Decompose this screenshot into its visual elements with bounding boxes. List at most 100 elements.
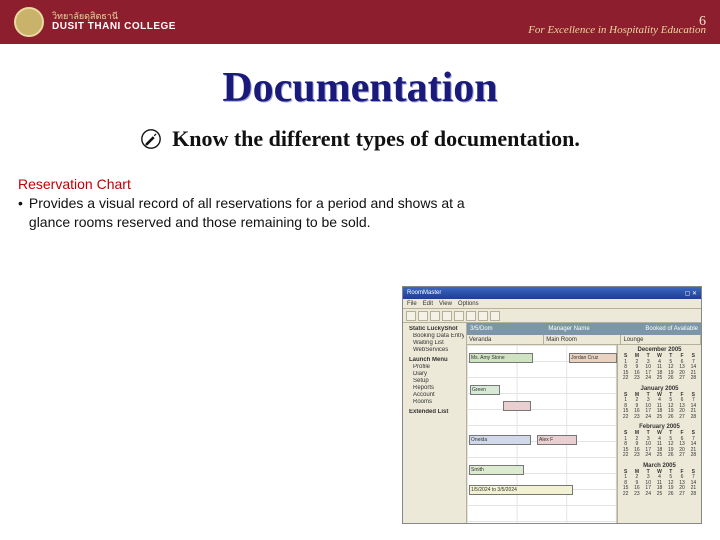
toolbar-button-icon (418, 311, 428, 321)
sidebar-tree-header: Launch Menu (409, 357, 464, 363)
reservation-bar: Alex F (537, 435, 577, 445)
tree-item: Diary (413, 371, 464, 377)
sidebar-item: Waiting List (413, 340, 464, 346)
calendar-day: 27 (676, 415, 687, 421)
section-heading: Reservation Chart (18, 176, 698, 192)
calendar-day: 22 (620, 415, 631, 421)
window-main: 3/5/Dom Manager Name Booked of Available… (467, 323, 701, 523)
slide: วิทยาลัยดุสิตธานี DUSIT THANI COLLEGE 6 … (0, 0, 720, 540)
calendar-day: 23 (631, 453, 642, 459)
calendar-day: 25 (654, 415, 665, 421)
main-header-mid: Manager Name (548, 326, 589, 332)
toolbar-button-icon (442, 311, 452, 321)
reservation-bar: Ms. Amy Stone (469, 353, 533, 363)
calendar-title: March 2005 (620, 463, 699, 469)
page-title: Documentation (0, 64, 720, 112)
sidebar-root: Static LuckyShot (409, 326, 464, 332)
toolbar-button-icon (466, 311, 476, 321)
calendar-day: 23 (631, 415, 642, 421)
reservation-bar: Oneida (469, 435, 531, 445)
calendar-day: 25 (654, 453, 665, 459)
window-menu: File Edit View Options (403, 299, 701, 309)
main-header: 3/5/Dom Manager Name Booked of Available (467, 323, 701, 335)
reservation-bar: Jordan Cruz (569, 353, 617, 363)
calendar-day: 22 (620, 376, 631, 382)
column-header: Main Room (544, 335, 621, 344)
mini-calendar: February 2005SMTWTFS12345678910111213141… (620, 424, 699, 459)
content-area: Reservation Chart • Provides a visual re… (0, 152, 720, 232)
mini-calendar: January 2005SMTWTFS123456789101112131415… (620, 386, 699, 421)
reservation-bar (503, 401, 531, 411)
bullet-line: • Provides a visual record of all reserv… (18, 194, 488, 232)
calendar-day: 24 (643, 376, 654, 382)
toolbar-button-icon (454, 311, 464, 321)
column-header: Lounge (621, 335, 701, 344)
tree-item: Profile (413, 364, 464, 370)
column-headers: Veranda Main Room Lounge (467, 335, 701, 345)
toolbar-button-icon (430, 311, 440, 321)
pen-circle-icon (140, 128, 162, 150)
calendar-day: 27 (676, 492, 687, 498)
logo-block: วิทยาลัยดุสิตธานี DUSIT THANI COLLEGE (14, 7, 176, 37)
menu-item: File (407, 301, 417, 307)
calendar-day: 28 (688, 492, 699, 498)
column-header: Veranda (467, 335, 544, 344)
main-header-right: Booked of Available (645, 326, 698, 332)
calendar-day: 27 (676, 376, 687, 382)
calendar-day: 24 (643, 415, 654, 421)
college-name: วิทยาลัยดุสิตธานี DUSIT THANI COLLEGE (52, 12, 176, 33)
calendar-day: 28 (688, 415, 699, 421)
reservation-bar: Smith (469, 465, 524, 475)
grid-lines (467, 345, 616, 523)
calendar-title: January 2005 (620, 386, 699, 392)
calendar-day: 25 (654, 492, 665, 498)
window-sidebar: Static LuckyShot Booking Data Entry Wait… (403, 323, 467, 523)
calendar-day: 28 (688, 453, 699, 459)
calendar-panel: December 2005SMTWTFS12345678910111213141… (617, 345, 701, 523)
calendar-grid: SMTWTFS123456789101112131415161718192021… (620, 470, 699, 498)
sidebar-item: WebServices (413, 347, 464, 353)
tree-item: Account (413, 392, 464, 398)
calendar-day: 22 (620, 492, 631, 498)
window-title-text: RoomMaster (407, 290, 441, 296)
reservation-grid: Ms. Amy Stone Jordan Cruz Green Oneida Alex … (467, 345, 617, 523)
college-seal-icon (14, 7, 44, 37)
sidebar-item: Booking Data Entry (413, 333, 464, 339)
tree-item: Rooms (413, 399, 464, 405)
college-name-en: DUSIT THANI COLLEGE (52, 21, 176, 32)
toolbar-button-icon (490, 311, 500, 321)
calendar-day: 23 (631, 376, 642, 382)
objective-line: Know the different types of documentatio… (0, 126, 720, 152)
calendar-day: 26 (665, 376, 676, 382)
mini-calendar: December 2005SMTWTFS12345678910111213141… (620, 347, 699, 382)
toolbar-button-icon (406, 311, 416, 321)
objective-text: Know the different types of documentatio… (172, 126, 580, 152)
toolbar-button-icon (478, 311, 488, 321)
calendar-day: 22 (620, 453, 631, 459)
reservation-bar: Green (470, 385, 500, 395)
menu-item: View (439, 301, 452, 307)
window-toolbar (403, 309, 701, 323)
grid-area: Ms. Amy Stone Jordan Cruz Green Oneida Alex … (467, 345, 701, 523)
calendar-day: 24 (643, 492, 654, 498)
window-titlebar: RoomMaster ▢ ✕ (403, 287, 701, 299)
calendar-day: 27 (676, 453, 687, 459)
menu-item: Options (458, 301, 479, 307)
menu-item: Edit (423, 301, 433, 307)
calendar-grid: SMTWTFS123456789101112131415161718192021… (620, 431, 699, 459)
mini-calendar: March 2005SMTWTFS12345678910111213141516… (620, 463, 699, 498)
calendar-day: 26 (665, 492, 676, 498)
reservation-bar: 1/5/2024 to 3/5/2024 (469, 485, 573, 495)
bullet-dot-icon: • (18, 194, 23, 232)
tree-item: Reports (413, 385, 464, 391)
main-header-left: 3/5/Dom (470, 326, 493, 332)
window-body: Static LuckyShot Booking Data Entry Wait… (403, 323, 701, 523)
calendar-day: 24 (643, 453, 654, 459)
calendar-grid: SMTWTFS123456789101112131415161718192021… (620, 393, 699, 421)
calendar-day: 26 (665, 453, 676, 459)
bullet-text: Provides a visual record of all reservat… (29, 194, 488, 232)
header-bar: วิทยาลัยดุสิตธานี DUSIT THANI COLLEGE 6 (0, 0, 720, 44)
college-name-th: วิทยาลัยดุสิตธานี (52, 12, 176, 22)
window-controls-icon: ▢ ✕ (685, 290, 697, 297)
sidebar-tree-footer: Extended List (409, 409, 464, 415)
